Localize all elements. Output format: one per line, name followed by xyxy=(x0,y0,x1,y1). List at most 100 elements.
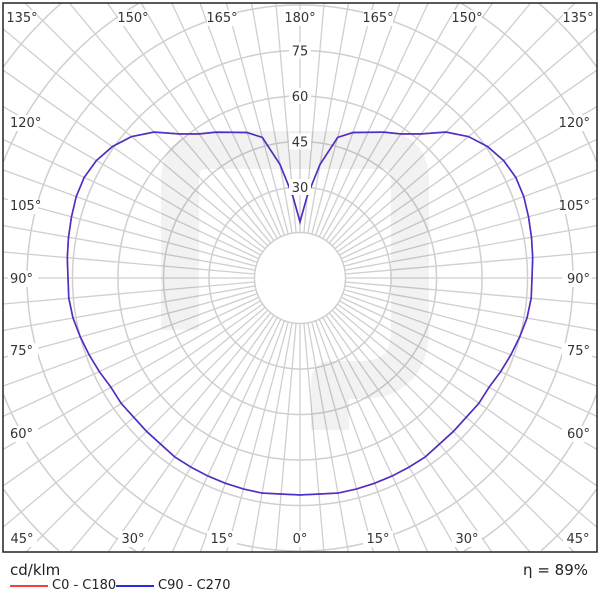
angle-label: 135° xyxy=(562,11,593,26)
angle-label: 45° xyxy=(566,532,589,547)
radial-gridline xyxy=(251,322,293,553)
curves xyxy=(66,131,534,496)
radial-gridline xyxy=(336,69,598,253)
angle-label-bg xyxy=(8,426,38,442)
radial-gridline xyxy=(339,300,598,451)
angle-label-bg xyxy=(207,10,237,26)
ring-gridline xyxy=(26,4,574,552)
radial-gridline xyxy=(328,312,531,553)
angle-label-bg xyxy=(452,531,482,547)
angle-label-bg xyxy=(452,10,482,26)
radial-gridline xyxy=(314,320,401,553)
angle-label-bg xyxy=(118,531,148,547)
radial-gridline xyxy=(303,323,325,553)
radial-gridline xyxy=(345,281,598,305)
angle-label-bg xyxy=(7,531,37,547)
unit-label: cd/klm xyxy=(10,561,61,579)
angle-label: 105° xyxy=(10,199,41,214)
radial-gridline xyxy=(336,303,598,487)
curve-c90-c270 xyxy=(66,131,534,496)
angle-label: 90° xyxy=(567,272,590,287)
radial-tick-label: 30 xyxy=(292,181,309,196)
radial-gridline xyxy=(331,2,576,247)
radial-gridline xyxy=(2,303,264,487)
angle-label: 75° xyxy=(10,344,33,359)
grid xyxy=(2,2,598,553)
ring-gridline xyxy=(2,2,598,552)
angle-label-bg xyxy=(8,343,38,359)
radial-gridline xyxy=(325,314,493,553)
radial-gridline xyxy=(328,2,532,244)
angle-label: 180° xyxy=(284,11,315,26)
angle-label: 150° xyxy=(117,11,148,26)
angle-label-bg xyxy=(8,271,38,287)
angle-label-bg xyxy=(118,10,148,26)
radial-gridline xyxy=(171,2,282,238)
radial-gridline xyxy=(318,2,429,238)
angle-label-bg xyxy=(363,531,393,547)
angle-label: 75° xyxy=(567,344,590,359)
radial-gridline xyxy=(250,2,293,234)
radial-gridline xyxy=(69,312,272,553)
radial-gridline xyxy=(2,69,264,253)
angle-label: 0° xyxy=(293,532,308,547)
radial-gridline xyxy=(171,318,282,553)
radial-gridline xyxy=(339,105,598,256)
radial-gridline xyxy=(2,251,255,275)
angle-label-bg xyxy=(562,426,592,442)
angle-label-bg xyxy=(562,198,592,214)
radial-gridline xyxy=(2,285,256,332)
angle-label: 120° xyxy=(559,116,590,131)
angle-label: 60° xyxy=(567,427,590,442)
legend-label: C0 - C180 xyxy=(52,578,117,593)
angle-label-bg xyxy=(8,115,38,131)
angle-label: 90° xyxy=(10,272,33,287)
radial-gridline xyxy=(344,224,598,271)
efficiency-label: η = 89% xyxy=(523,561,588,579)
radial-gridline xyxy=(314,2,401,236)
radial-gridline xyxy=(311,321,375,553)
legend-swatch-red xyxy=(10,584,48,587)
angle-label: 150° xyxy=(451,11,482,26)
radial-gridline xyxy=(225,321,289,553)
radial-gridline xyxy=(307,322,349,553)
tick-label-bg xyxy=(289,179,311,195)
radial-gridline xyxy=(107,314,275,553)
radial-gridline xyxy=(2,28,266,250)
radial-gridline xyxy=(199,2,286,236)
angle-label-bg xyxy=(563,10,593,26)
angle-label-bg xyxy=(562,271,592,287)
radial-gridline xyxy=(2,138,260,260)
angle-label: 165° xyxy=(206,11,237,26)
radial-gridline xyxy=(275,323,297,553)
legend-item-c0: C0 - C180 xyxy=(10,578,116,593)
radial-gridline xyxy=(311,2,375,235)
angle-label: 165° xyxy=(362,11,393,26)
radial-gridline xyxy=(307,2,350,234)
radial-gridline xyxy=(24,2,269,247)
radial-tick-label: 45 xyxy=(292,136,309,151)
angle-label-bg xyxy=(285,10,315,26)
angle-label: 45° xyxy=(10,532,33,547)
legend-label: C90 - C270 xyxy=(158,578,231,593)
chart-frame xyxy=(2,2,598,553)
angle-label: 105° xyxy=(559,199,590,214)
radial-gridline xyxy=(199,320,286,553)
radial-gridline xyxy=(343,197,598,267)
angle-label: 135° xyxy=(6,11,37,26)
tick-label-bg xyxy=(289,88,311,104)
radial-gridline xyxy=(106,2,275,242)
radial-gridline xyxy=(340,296,598,418)
angle-label-bg xyxy=(363,10,393,26)
radial-gridline xyxy=(2,105,261,256)
angle-label: 30° xyxy=(455,532,478,547)
ring-gridline xyxy=(3,2,597,552)
angle-label-bg xyxy=(8,198,38,214)
radial-gridline xyxy=(340,138,598,260)
tick-label-bg xyxy=(289,42,311,59)
radial-gridline xyxy=(345,251,598,275)
radial-gridline xyxy=(225,2,289,235)
radial-gridline xyxy=(343,289,598,359)
legend-swatch-blue xyxy=(116,584,154,587)
